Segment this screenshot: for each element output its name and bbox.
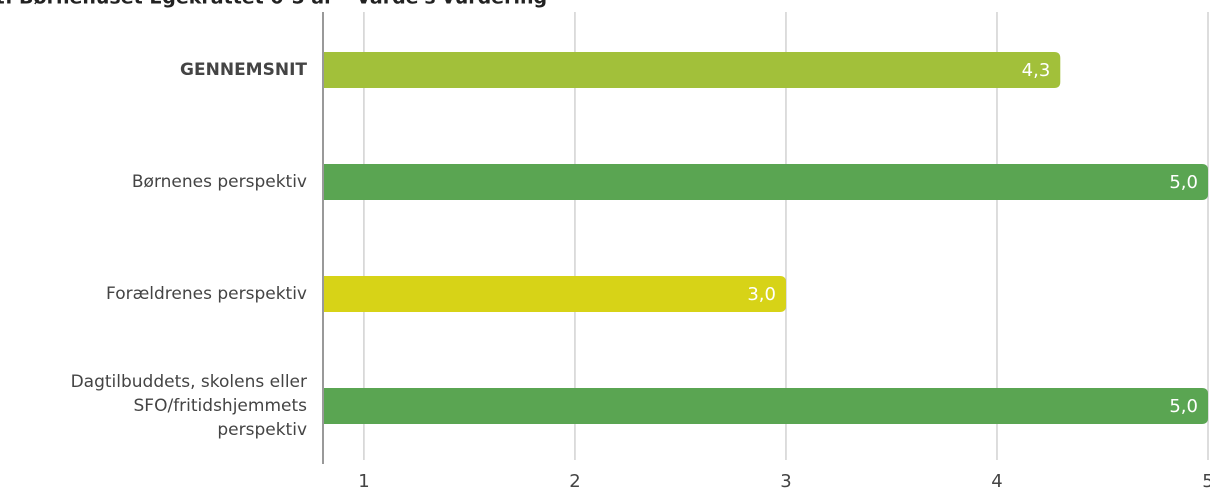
data-label: 5,0 [1169, 172, 1198, 193]
x-tick-label: 4 [991, 471, 1002, 492]
y-tick-label: Børnenes perspektiv [131, 172, 307, 192]
bar [324, 164, 1208, 200]
data-label: 5,0 [1169, 396, 1198, 417]
x-tick-label: 1 [358, 471, 369, 492]
bar [324, 52, 1061, 88]
y-tick-label: GENNEMSNIT [180, 60, 307, 80]
y-tick-label: Dagtilbuddets, skolens eller SFO/fritids… [70, 372, 307, 440]
data-label: 3,0 [747, 284, 776, 305]
x-tick-label: 3 [780, 471, 791, 492]
data-label: 4,3 [1022, 60, 1051, 81]
bar [324, 276, 786, 312]
y-tick-label: Forældrenes perspektiv [106, 284, 307, 304]
x-tick-label: 2 [569, 471, 580, 492]
x-tick-label: 5 [1202, 471, 1210, 492]
bar [324, 388, 1208, 424]
chart-title: 1. Børnehuset Egekrattet 0-5 år – Varde'… [0, 0, 547, 9]
